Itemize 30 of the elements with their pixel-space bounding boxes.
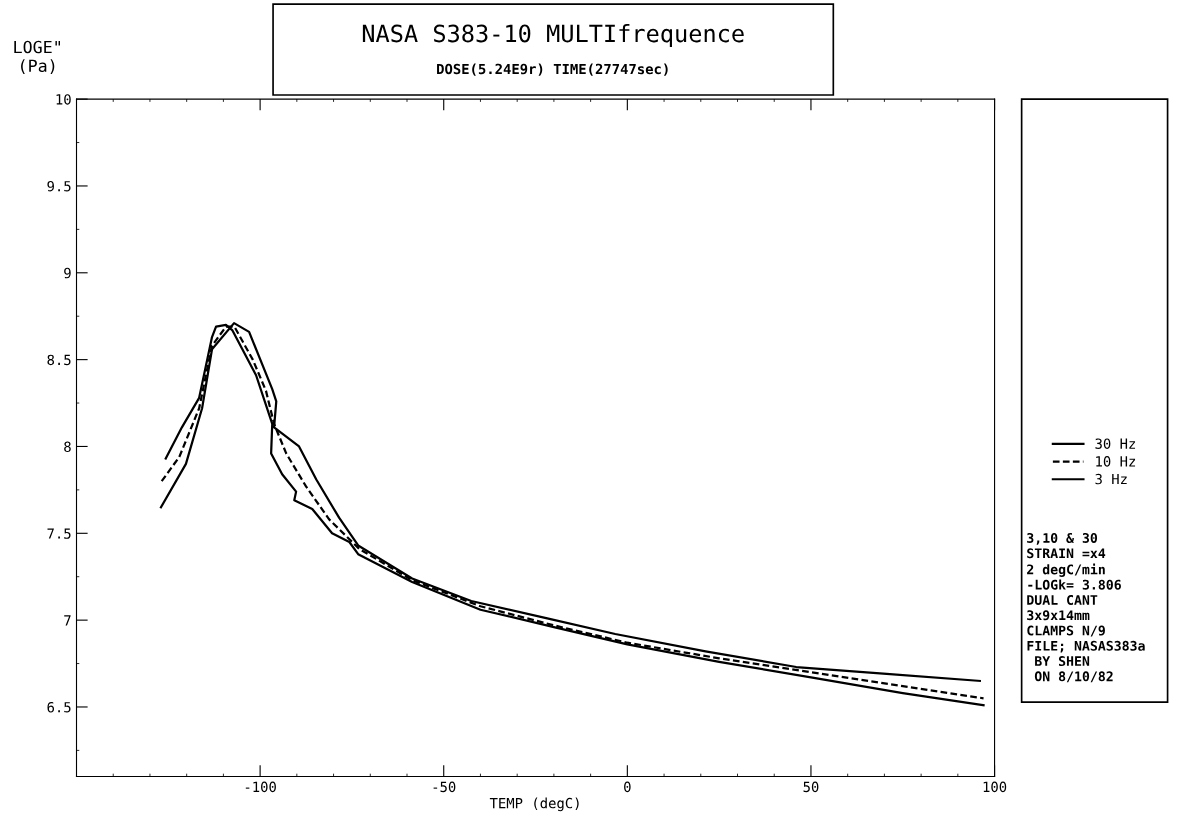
- text: FILE; NASAS383a: [1027, 640, 1145, 653]
- text: -LOGk= 3.806: [1028, 579, 1121, 590]
- text: 3x9x14mm: [1027, 610, 1090, 621]
- chart-title: NASA S383-10 MULTIfrequence: [362, 24, 744, 48]
- x-tick-label: -50: [433, 781, 456, 793]
- y-tick-label: 6.5: [47, 701, 71, 713]
- text: BY SHEN: [1035, 656, 1090, 667]
- y-axis-title: LOGE" (Pa): [14, 40, 60, 75]
- x-tick-label: 100: [983, 781, 1007, 793]
- x-tick-label: 50: [803, 781, 819, 793]
- text: CLAMPS N/9: [1027, 625, 1105, 637]
- x-tick-label: -100: [245, 781, 276, 793]
- legend-label: 30 Hz: [1095, 438, 1136, 449]
- y-tick-label: 7.5: [47, 528, 71, 539]
- y-tick-label: 7: [64, 615, 71, 626]
- y-tick-label: 9.5: [47, 180, 71, 192]
- text: DUAL CANT: [1027, 594, 1098, 605]
- y-tick-label: 8.5: [47, 354, 71, 366]
- y-tick-label: 9: [64, 267, 71, 279]
- text: STRAIN =x4: [1027, 548, 1106, 559]
- text: ON 8/10/82: [1034, 671, 1113, 683]
- x-tick-label: 0: [624, 781, 631, 793]
- text: 3,10 & 30: [1027, 533, 1098, 545]
- chart-subtitle: DOSE(5.24E9r) TIME(27747sec): [437, 63, 668, 76]
- x-axis-title: TEMP (degC): [489, 797, 579, 812]
- text: 2 degC/min: [1027, 563, 1105, 577]
- legend-label: 3 Hz: [1095, 473, 1127, 485]
- legend-label: 10 Hz: [1096, 456, 1136, 467]
- y-tick-label: 10: [56, 94, 71, 105]
- y-tick-label: 8: [64, 441, 71, 452]
